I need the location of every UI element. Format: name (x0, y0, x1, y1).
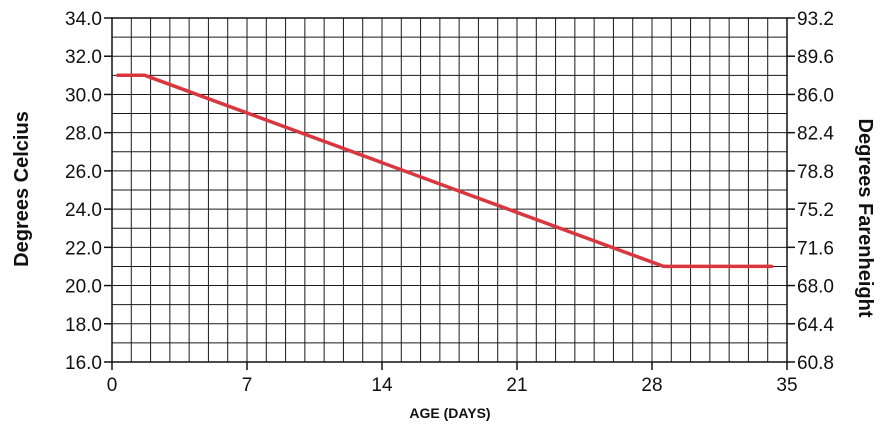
y-tick-label-right: 71.6 (797, 238, 834, 259)
x-tick-label: 35 (776, 375, 797, 396)
y-tick-label-right: 89.6 (797, 47, 834, 68)
y-tick-label-left: 26.0 (65, 162, 102, 183)
y-tick-label-left: 24.0 (65, 200, 102, 221)
x-tick-label: 0 (107, 375, 118, 396)
x-axis-label: AGE (DAYS) (409, 405, 490, 421)
x-tick-label: 14 (371, 375, 393, 396)
labels: Degrees Celcius Degrees Farenheight AGE … (11, 9, 876, 421)
x-tick-label: 21 (506, 375, 527, 396)
y-tick-label-left: 34.0 (65, 9, 102, 30)
y-tick-label-left: 20.0 (65, 277, 102, 298)
y-tick-label-right: 93.2 (797, 9, 834, 30)
y-tick-label-left: 18.0 (65, 315, 102, 336)
y-axis-label-left: Degrees Celcius (11, 111, 33, 267)
y-tick-label-left: 16.0 (65, 353, 102, 374)
y-tick-label-right: 68.0 (797, 277, 834, 298)
grid (112, 18, 787, 362)
axes (104, 18, 795, 370)
y-tick-label-left: 22.0 (65, 238, 102, 259)
y-tick-label-left: 32.0 (65, 47, 102, 68)
y-tick-label-right: 78.8 (797, 162, 834, 183)
y-tick-label-right: 75.2 (797, 200, 834, 221)
y-axis-label-right: Degrees Farenheight (854, 119, 876, 318)
x-tick-label: 7 (242, 375, 253, 396)
y-tick-label-left: 28.0 (65, 124, 102, 145)
y-tick-label-right: 64.4 (797, 315, 834, 336)
y-tick-label-left: 30.0 (65, 85, 102, 106)
x-tick-label: 28 (641, 375, 662, 396)
y-tick-label-right: 82.4 (797, 124, 834, 145)
y-tick-label-right: 60.8 (797, 353, 834, 374)
y-tick-label-right: 86.0 (797, 85, 834, 106)
